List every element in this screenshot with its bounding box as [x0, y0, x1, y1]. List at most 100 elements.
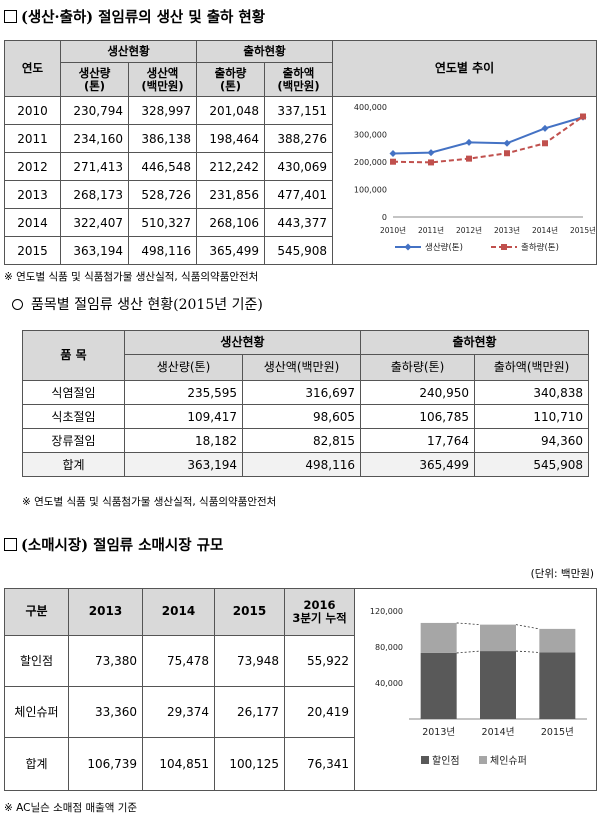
year-cell: 2014: [4, 208, 61, 237]
ship-qty-cell: 17,764: [360, 428, 476, 453]
col-production-group: 생산현황: [123, 330, 362, 355]
prod-amt-cell: 498,116: [127, 236, 198, 265]
ship-qty-cell: 365,499: [360, 452, 476, 477]
prod-qty-cell: 363,194: [60, 236, 129, 265]
section3-title: (소매시장) 절임류 소매시장 규모: [21, 537, 224, 554]
x-tick-label: 2012년: [456, 225, 482, 235]
bar-segment: [539, 628, 576, 653]
item-cell: 합계: [22, 452, 125, 477]
trend-line-chart: 0 100,000 200,000 300,000 400,000 2010년 2011년 2…: [354, 103, 596, 253]
table-row: 장류절임 18,182 82,815 17,764 94,360: [22, 428, 590, 453]
category-cell: 할인점: [4, 634, 69, 687]
ship-amt-cell: 545,908: [264, 236, 334, 265]
prod-qty-cell: 322,407: [60, 208, 129, 237]
legend-label: 출하량(톤): [521, 242, 559, 253]
ship-amt-cell: 340,838: [474, 380, 590, 405]
year-cell: 2013: [4, 180, 61, 209]
value-2014-cell: 104,851: [142, 736, 215, 792]
year-cell: 2012: [4, 152, 61, 181]
table-row: 2010 230,794 328,997 201,048 337,151 0 10…: [4, 96, 598, 265]
y-tick-label: 0: [382, 213, 387, 222]
x-tick-label: 2015년: [541, 727, 574, 738]
col-2016-q3: 2016 3분기 누적: [284, 588, 355, 636]
ship-qty-cell: 106,785: [360, 404, 476, 429]
year-cell: 2010: [4, 96, 61, 125]
x-tick-label: 2014년: [532, 225, 558, 235]
value-2015-cell: 26,177: [214, 685, 285, 738]
ship-amt-cell: 388,276: [264, 124, 334, 153]
item-cell: 식염절임: [22, 380, 125, 405]
ship-qty-cell: 268,106: [196, 208, 266, 237]
x-tick-label: 2015년: [570, 225, 595, 235]
bar-segment: [480, 651, 516, 719]
value-2016-cell: 20,419: [284, 685, 355, 738]
col-ship-qty: 출하량(톤): [360, 354, 476, 381]
ship-amt-cell: 430,069: [264, 152, 334, 181]
x-tick-label: 2014년: [482, 727, 515, 738]
item-cell: 식초절임: [22, 404, 125, 429]
col-ship-qty: 출하량(톤): [196, 62, 266, 97]
prod-amt-cell: 446,548: [127, 152, 198, 181]
col-shipment-group: 출하현황: [196, 40, 334, 63]
y-tick-label: 400,000: [354, 103, 387, 112]
prod-amt-cell: 510,327: [127, 208, 198, 237]
series-connector-line: [515, 650, 540, 653]
ship-amt-cell: 545,908: [474, 452, 590, 477]
table-row: 체인슈퍼 33,360 29,374 26,177 20,419: [4, 685, 597, 738]
legend-swatch-discount: [421, 756, 429, 764]
prod-amt-cell: 328,997: [127, 96, 198, 125]
prod-qty-cell: 230,794: [60, 96, 129, 125]
ship-qty-cell: 198,464: [196, 124, 266, 153]
prod-qty-cell: 268,173: [60, 180, 129, 209]
section1-source-note: ※ 연도별 식품 및 식품첨가물 생산실적, 식품의약품안전처: [4, 271, 259, 283]
data-point: [504, 150, 511, 157]
col-year: 연도: [4, 40, 61, 97]
data-point: [427, 149, 435, 157]
category-cell: 체인슈퍼: [4, 685, 69, 738]
data-point: [466, 155, 473, 162]
unit-label: (단위: 백만원): [530, 568, 594, 580]
col-ship-amt: 출하액(백만원): [264, 62, 334, 97]
ship-amt-cell: 110,710: [474, 404, 590, 429]
y-tick-label: 200,000: [354, 158, 387, 167]
bar-segment: [539, 652, 576, 719]
col-shipment-group: 출하현황: [360, 330, 590, 355]
bar-segment: [480, 624, 516, 652]
section2-source-note: ※ 연도별 식품 및 식품첨가물 생산실적, 식품의약품안전처: [22, 496, 277, 508]
series-connector-line: [456, 622, 481, 626]
retail-chart-cell: 40,000 80,000 120,000 2013년 2014년 2015년 할인점 체인슈…: [354, 588, 597, 791]
table-row: 2013 268,173 528,726 231,856 477,401: [4, 180, 597, 209]
value-2013-cell: 106,739: [68, 736, 143, 792]
data-point: [503, 139, 511, 147]
data-point: [389, 150, 397, 158]
col-prod-qty: 생산량(톤): [124, 354, 243, 381]
prod-qty-cell: 271,413: [60, 152, 129, 181]
ship-amt-cell: 94,360: [474, 428, 590, 453]
data-point: [542, 140, 549, 147]
section2-title: 품목별 절임류 생산 현황(2015년 기준): [31, 297, 263, 313]
ship-amt-cell: 443,377: [264, 208, 334, 237]
year-cell: 2011: [4, 124, 61, 153]
value-2016-cell: 55,922: [284, 634, 355, 687]
data-point: [465, 138, 473, 146]
col-production-group: 생산현황: [59, 40, 198, 63]
y-tick-label: 80,000: [375, 643, 403, 652]
checkbox-square-icon: [4, 538, 17, 551]
x-tick-label: 2013년: [422, 727, 455, 738]
legend-marker-shipment: [501, 244, 508, 250]
col-item: 품 목: [22, 330, 125, 381]
checkbox-square-icon: [4, 10, 17, 23]
data-point: [541, 124, 549, 132]
x-tick-label: 2013년: [494, 225, 520, 235]
production-shipment-table-wrap: 연도 생산현황 출하현황 연도별 추이 생산량 (톤) 생산액 (백만원) 출하량(…: [4, 40, 598, 265]
item-production-table: 품 목 생산현황 출하현황 생산량(톤) 생산액(백만원) 출하량(톤) 출하액…: [22, 330, 590, 477]
prod-amt-cell: 386,138: [127, 124, 198, 153]
item-cell: 장류절임: [22, 428, 125, 453]
table-row: 식초절임 109,417 98,605 106,785 110,710: [22, 404, 590, 429]
prod-qty-cell: 363,194: [124, 452, 243, 477]
legend-marker-production: [404, 243, 412, 251]
series-line: [393, 115, 584, 164]
legend-label: 체인슈퍼: [490, 755, 527, 767]
col-2015: 2015: [214, 588, 285, 636]
